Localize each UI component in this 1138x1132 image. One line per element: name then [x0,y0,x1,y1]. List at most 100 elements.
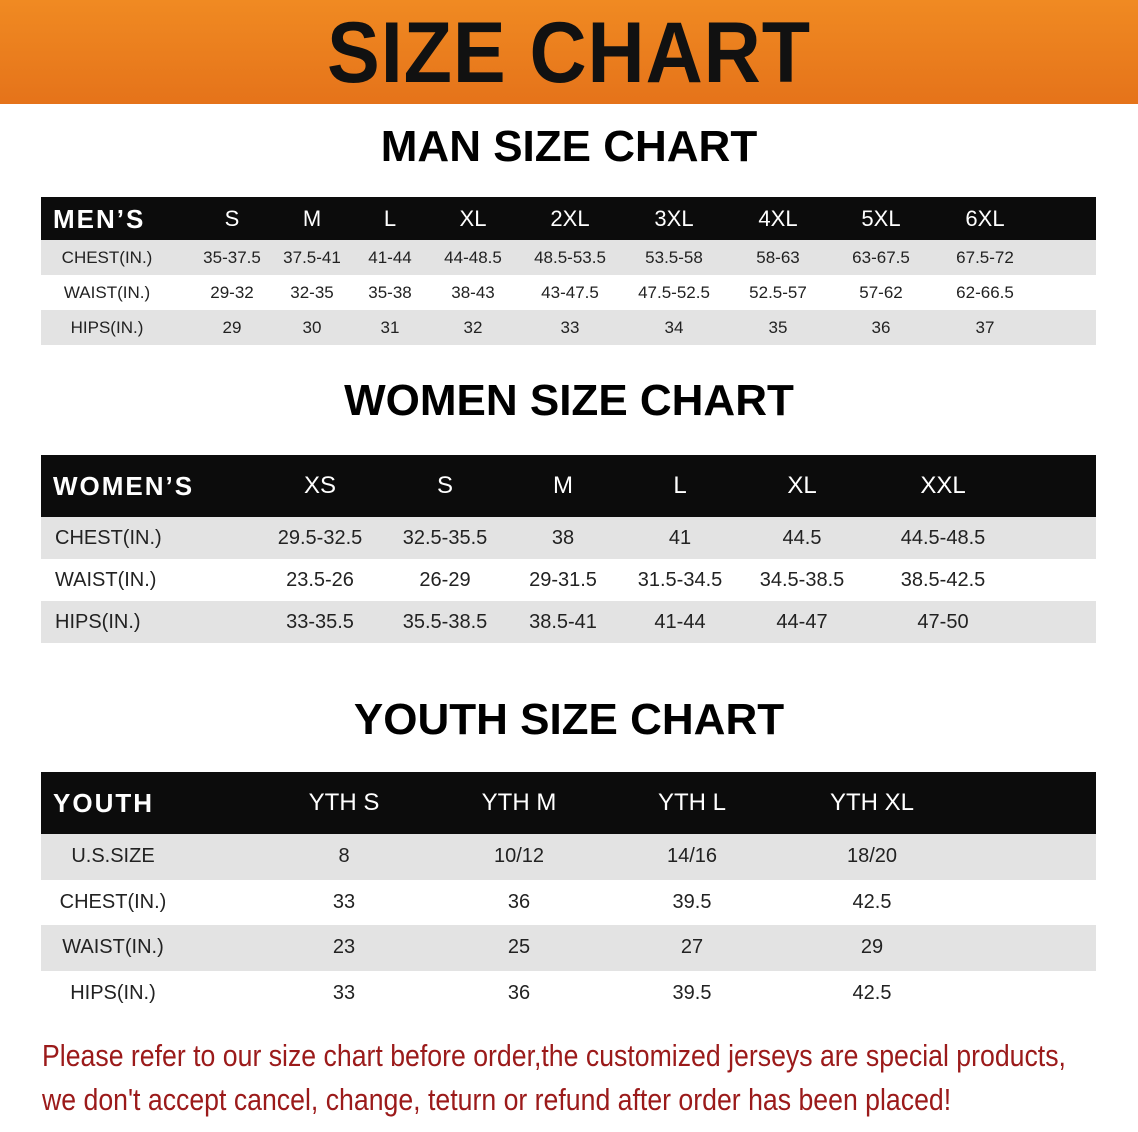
table-cell: 14/16 [666,845,718,868]
table-cell: 67.5-72 [956,247,1014,267]
size-header-xl: XL [787,472,817,500]
table-cell: 23 [332,936,356,959]
table-cell: 25 [507,936,531,959]
row-label: WAIST(IN.) [63,282,151,302]
row-label: HIPS(IN.) [55,610,141,633]
table-cell: 18/20 [846,845,898,868]
table-cell: 36 [507,890,531,913]
table-cell: 35-38 [368,282,412,302]
table-cell: 33 [332,981,356,1004]
table-cell: 47.5-52.5 [638,282,710,302]
table-cell: 44-47 [776,610,828,633]
table-cell: 34 [664,317,684,337]
men-section-title: MAN SIZE CHART [380,122,758,171]
table-cell: 37.5-41 [283,247,341,267]
women-section-title: WOMEN SIZE CHART [344,376,794,425]
size-header-xs: XS [303,472,337,500]
youth-section-title: YOUTH SIZE CHART [353,695,785,744]
notice-line-2: we don't accept cancel, change, teturn o… [42,1082,952,1117]
table-cell: 33 [332,890,356,913]
table-cell: 43-47.5 [541,282,599,302]
row-label: CHEST(IN.) [55,526,162,549]
table-cell: 8 [338,845,350,868]
header-label: MEN’S [53,203,146,234]
row-label: CHEST(IN.) [61,247,153,267]
table-cell: 52.5-57 [749,282,807,302]
table-cell: 58-63 [756,247,800,267]
size-header-2xl: 2XL [550,205,590,231]
table-cell: 48.5-53.5 [534,247,606,267]
size-header-s: S [224,205,240,231]
table-cell: 39.5 [672,981,712,1004]
table-cell: 35.5-38.5 [402,610,488,633]
table-cell: 35 [768,317,788,337]
table-cell: 31.5-34.5 [637,568,723,591]
table-cell: 29 [222,317,242,337]
table-cell: 39.5 [672,890,712,913]
size-header-xxl: XXL [920,472,966,500]
size-header-l: L [673,472,687,500]
size-header-yth-xl: YTH XL [829,789,915,817]
table-row: HIPS(IN.) 33 36 39.5 42.5 [41,971,1096,1017]
table-cell: 47-50 [917,610,969,633]
row-label: WAIST(IN.) [62,936,164,959]
table-cell: 23.5-26 [286,568,354,591]
table-cell: 44.5 [782,526,822,549]
size-chart-banner: SIZE CHART [0,0,1138,104]
table-cell: 29.5-32.5 [277,526,363,549]
size-header-l: L [383,205,397,231]
table-cell: 63-67.5 [852,247,910,267]
row-label: HIPS(IN.) [70,981,156,1004]
table-row: WAIST(IN.) 23 25 27 29 [41,925,1096,971]
table-cell: 36 [871,317,891,337]
table-cell: 41-44 [654,610,706,633]
youth-size-table: YOUTH YTH S YTH M YTH L YTH XL U.S.SIZE 8 10/12… [41,772,1096,1016]
row-label: WAIST(IN.) [55,568,157,591]
table-row: WAIST(IN.) 29-32 32-35 35-38 38-43 43-47.5 47.… [41,275,1096,310]
table-header: WOMEN’S XS S M L XL XXL [41,455,1096,517]
table-cell: 62-66.5 [956,282,1014,302]
table-cell: 32.5-35.5 [402,526,488,549]
table-cell: 33 [560,317,580,337]
row-label: U.S.SIZE [71,845,155,868]
header-label: WOMEN’S [53,471,195,502]
size-header-m: M [302,205,322,231]
notice-line-1: Please refer to our size chart before or… [42,1038,1066,1073]
table-row: HIPS(IN.) 29 30 31 32 33 34 35 36 37 [41,310,1096,345]
table-cell: 29 [860,936,884,959]
table-cell: 38.5-42.5 [900,568,986,591]
table-cell: 57-62 [859,282,903,302]
size-header-s: S [436,472,454,500]
table-cell: 33-35.5 [286,610,354,633]
size-header-4xl: 4XL [758,205,798,231]
row-label: CHEST(IN.) [59,890,167,913]
table-header: MEN’S S M L XL 2XL 3XL 4XL 5XL 6XL [41,197,1096,240]
row-label: HIPS(IN.) [70,317,144,337]
table-cell: 31 [380,317,400,337]
table-cell: 41 [668,526,692,549]
table-row: HIPS(IN.) 33-35.5 35.5-38.5 38.5-41 41-44 44-… [41,601,1096,643]
table-row: WAIST(IN.) 23.5-26 26-29 29-31.5 31.5-34.5 34… [41,559,1096,601]
table-cell: 27 [680,936,704,959]
table-cell: 41-44 [368,247,412,267]
size-header-3xl: 3XL [654,205,694,231]
table-cell: 38.5-41 [529,610,597,633]
table-cell: 10/12 [493,845,545,868]
table-cell: 26-29 [419,568,471,591]
table-cell: 34.5-38.5 [759,568,845,591]
table-row: CHEST(IN.) 29.5-32.5 32.5-35.5 38 41 44.5 44.5… [41,517,1096,559]
size-header-5xl: 5XL [861,205,901,231]
size-header-yth-m: YTH M [481,789,557,817]
table-cell: 36 [507,981,531,1004]
table-header: YOUTH YTH S YTH M YTH L YTH XL [41,772,1096,834]
table-cell: 30 [302,317,322,337]
table-cell: 38-43 [451,282,495,302]
size-header-xl: XL [459,205,487,231]
table-cell: 44.5-48.5 [900,526,986,549]
table-cell: 37 [975,317,995,337]
women-size-table: WOMEN’S XS S M L XL XXL CHEST(IN.) 29.5-32.5 32.5… [41,455,1096,644]
table-cell: 29-32 [210,282,254,302]
table-cell: 32 [463,317,483,337]
table-cell: 44-48.5 [444,247,502,267]
table-cell: 42.5 [852,981,892,1004]
